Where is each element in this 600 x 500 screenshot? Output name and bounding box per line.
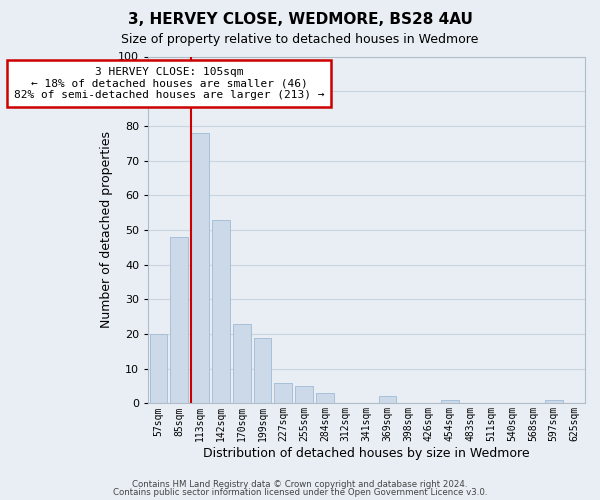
X-axis label: Distribution of detached houses by size in Wedmore: Distribution of detached houses by size … (203, 447, 530, 460)
Bar (379, 396, 396, 404)
Bar (316, 393, 334, 404)
Bar (170, 237, 188, 404)
Text: 3, HERVEY CLOSE, WEDMORE, BS28 4AU: 3, HERVEY CLOSE, WEDMORE, BS28 4AU (128, 12, 472, 28)
Bar (441, 400, 458, 404)
Bar (233, 324, 251, 404)
Bar (254, 338, 271, 404)
Bar (274, 382, 292, 404)
Bar (212, 220, 230, 404)
Y-axis label: Number of detached properties: Number of detached properties (100, 132, 113, 328)
Text: 3 HERVEY CLOSE: 105sqm
← 18% of detached houses are smaller (46)
82% of semi-det: 3 HERVEY CLOSE: 105sqm ← 18% of detached… (14, 67, 324, 100)
Bar (149, 334, 167, 404)
Text: Contains HM Land Registry data © Crown copyright and database right 2024.: Contains HM Land Registry data © Crown c… (132, 480, 468, 489)
Bar (545, 400, 563, 404)
Text: Contains public sector information licensed under the Open Government Licence v3: Contains public sector information licen… (113, 488, 487, 497)
Bar (295, 386, 313, 404)
Text: Size of property relative to detached houses in Wedmore: Size of property relative to detached ho… (121, 32, 479, 46)
Bar (191, 133, 209, 404)
